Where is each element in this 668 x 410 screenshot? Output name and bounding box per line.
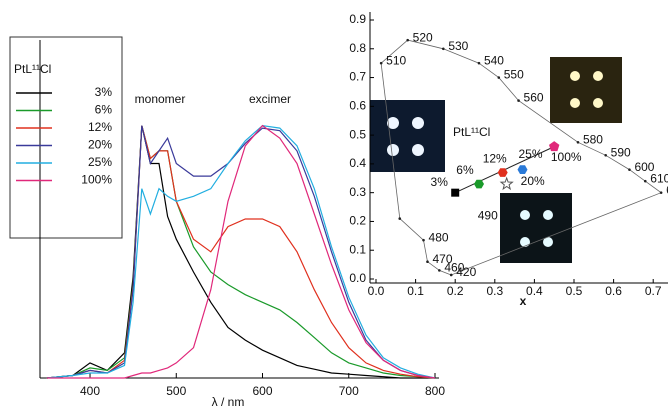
locus-label: 580 [583,132,603,146]
point [549,141,560,152]
line-series [46,124,436,379]
locus-label: 610 [650,171,668,185]
y-tick-label: 0.9 [349,12,366,26]
y-tick-label: 0.1 [349,242,366,256]
point-label: 6% [456,163,474,177]
locus-point [517,99,520,102]
locus-point [628,168,631,171]
locus-point [406,38,409,42]
locus-label: 460 [444,261,464,275]
locus-point [438,269,441,272]
annotation: monomer [135,92,186,106]
legend-label: 3% [95,85,113,99]
locus-label: 520 [413,30,433,44]
x-tick-label: 0.5 [566,284,583,298]
point [474,179,484,189]
x-tick-label: 600 [252,384,272,398]
legend-label: 12% [88,120,112,134]
point [499,176,514,191]
photo [370,100,445,172]
point-label: 100% [551,150,582,164]
x-axis-label: x [520,294,527,308]
x-tick-label: 500 [166,384,186,398]
point-label: 20% [521,174,545,188]
locus-label: 420 [456,265,476,279]
legend-label: 100% [81,173,112,187]
y-tick-label: 0.2 [349,214,366,228]
locus-point [398,217,402,220]
legend-label: 20% [88,138,112,152]
locus-point [442,47,445,51]
point-label: 3% [431,175,449,189]
legend-title: PtL¹¹Cl [14,62,51,76]
locus-point [576,141,580,144]
locus-point [379,61,383,65]
locus-label: 590 [611,145,631,159]
x-tick-label: 0.4 [526,284,543,298]
locus-label: 600 [634,160,654,174]
inset-title: PtL¹¹Cl [453,125,490,139]
x-tick-label: 400 [80,384,100,398]
x-tick-label: 0.1 [407,284,424,298]
x-tick-label: 0.0 [368,284,385,298]
locus-point [497,76,501,79]
locus-label: 530 [448,39,468,53]
locus-label: 490 [478,209,498,223]
point-label: 12% [483,152,507,166]
x-tick-label: 0.3 [486,284,503,298]
locus-label: 550 [504,68,524,82]
legend-label: 6% [95,103,113,117]
locus-point [449,273,453,277]
annotation: excimer [249,92,291,106]
locus-point [477,61,481,65]
locus-point [422,238,425,242]
locus-point [643,179,647,183]
y-tick-label: 0.8 [349,41,366,55]
x-tick-label: 800 [425,384,445,398]
y-tick-label: 0.0 [349,271,366,285]
x-tick-label: 0.6 [605,284,622,298]
locus-label: 470 [432,252,452,266]
line-series [46,124,436,379]
locus-label: 510 [386,53,406,67]
locus-label: 480 [429,230,449,244]
locus-label: 540 [484,53,504,67]
photo [550,57,622,123]
x-tick-label: 0.7 [645,284,662,298]
x-tick-label: 0.2 [447,284,464,298]
x-tick-label: 700 [339,384,359,398]
y-tick-label: 0.5 [349,127,366,141]
y-tick-label: 0.7 [349,70,366,84]
y-tick-label: 0.3 [349,185,366,199]
legend-box [9,36,123,239]
locus-label: 560 [524,91,544,105]
point-label: 25% [519,147,543,161]
line-series [46,125,435,379]
locus-point [426,260,429,264]
locus-point [604,153,607,157]
legend-label: 25% [88,155,112,169]
point [517,165,528,174]
y-tick-label: 0.6 [349,99,366,113]
y-tick-label: 0.4 [349,156,366,170]
locus-point [659,191,663,194]
point [497,168,508,177]
locus-label: 6 [666,183,668,197]
x-axis-label: λ / nm [212,395,245,409]
photo [500,193,572,263]
point [451,188,460,197]
